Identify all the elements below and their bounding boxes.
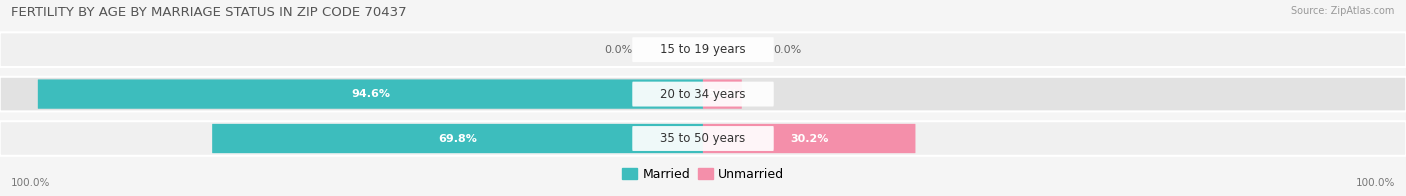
FancyBboxPatch shape bbox=[633, 126, 773, 151]
Text: FERTILITY BY AGE BY MARRIAGE STATUS IN ZIP CODE 70437: FERTILITY BY AGE BY MARRIAGE STATUS IN Z… bbox=[11, 6, 406, 19]
FancyBboxPatch shape bbox=[703, 79, 742, 109]
Text: 94.6%: 94.6% bbox=[352, 89, 389, 99]
Text: 100.0%: 100.0% bbox=[11, 178, 51, 188]
Text: 5.5%: 5.5% bbox=[707, 89, 738, 99]
Text: 35 to 50 years: 35 to 50 years bbox=[661, 132, 745, 145]
Legend: Married, Unmarried: Married, Unmarried bbox=[617, 163, 789, 186]
Text: 0.0%: 0.0% bbox=[773, 45, 801, 55]
FancyBboxPatch shape bbox=[38, 79, 703, 109]
Text: 20 to 34 years: 20 to 34 years bbox=[661, 88, 745, 101]
FancyBboxPatch shape bbox=[0, 121, 1406, 156]
Text: 100.0%: 100.0% bbox=[1355, 178, 1395, 188]
Text: 69.8%: 69.8% bbox=[439, 133, 477, 143]
FancyBboxPatch shape bbox=[0, 32, 1406, 67]
Text: Source: ZipAtlas.com: Source: ZipAtlas.com bbox=[1291, 6, 1395, 16]
FancyBboxPatch shape bbox=[212, 124, 703, 153]
FancyBboxPatch shape bbox=[633, 37, 773, 62]
FancyBboxPatch shape bbox=[633, 82, 773, 106]
Text: 30.2%: 30.2% bbox=[790, 133, 828, 143]
FancyBboxPatch shape bbox=[0, 77, 1406, 111]
Text: 0.0%: 0.0% bbox=[605, 45, 633, 55]
Text: 15 to 19 years: 15 to 19 years bbox=[661, 43, 745, 56]
FancyBboxPatch shape bbox=[703, 124, 915, 153]
